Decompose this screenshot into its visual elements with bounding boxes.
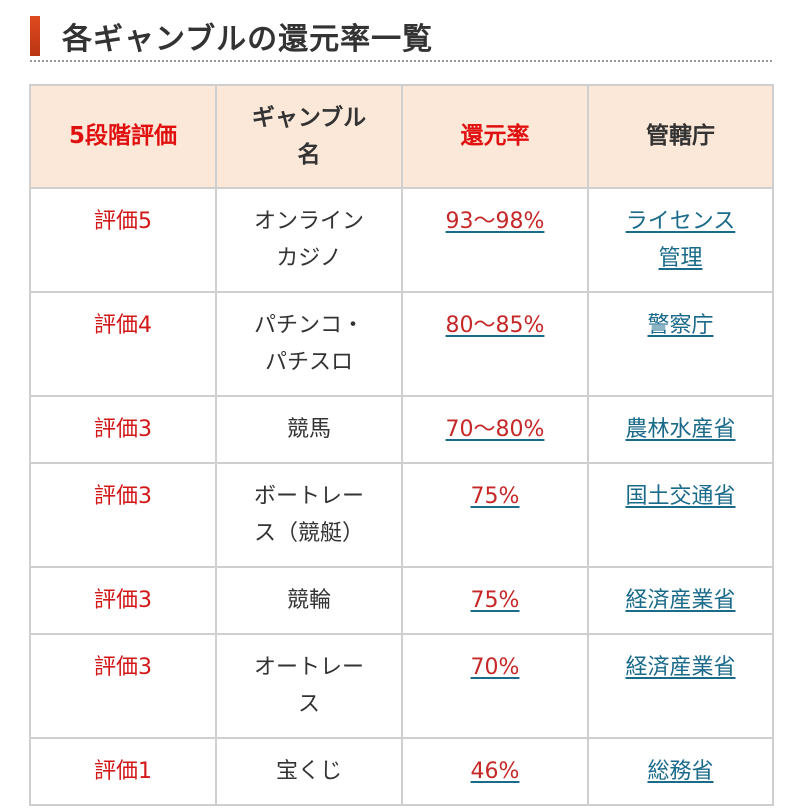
agency-cell: 国土交通省 <box>587 462 774 568</box>
gamble-name-cell: 競輪 <box>215 566 403 635</box>
rating-cell: 評価3 <box>29 633 217 739</box>
return-rate-cell: 93〜98% <box>401 187 589 293</box>
return-rate-link[interactable]: 75% <box>470 484 520 509</box>
gamble-name-cell: パチンコ・パチスロ <box>215 291 403 397</box>
rating-cell: 評価3 <box>29 395 217 464</box>
rating-cell: 評価1 <box>29 737 217 806</box>
table-row: 評価3 オートレース 70% 経済産業省 <box>29 633 774 739</box>
return-rate-link[interactable]: 93〜98% <box>445 209 545 234</box>
return-rate-cell: 80〜85% <box>401 291 589 397</box>
gamble-name: ボートレース（競艇） <box>253 484 364 546</box>
return-rate-table: 5段階評価 ギャンブル名 還元率 管轄庁 評価5 オンラインカジノ 93〜98%… <box>29 84 774 806</box>
heading-accent-bar <box>30 16 40 56</box>
rating-cell: 評価3 <box>29 566 217 635</box>
table-row: 評価1 宝くじ 46% 総務省 <box>29 737 774 806</box>
return-rate-link[interactable]: 70〜80% <box>445 417 545 442</box>
gamble-name: パチンコ・パチスロ <box>253 313 364 375</box>
gamble-name: オンラインカジノ <box>253 209 364 271</box>
return-rate-link[interactable]: 46% <box>470 759 520 784</box>
gamble-name-cell: オートレース <box>215 633 403 739</box>
return-rate-link[interactable]: 80〜85% <box>445 313 545 338</box>
gamble-name-cell: ボートレース（競艇） <box>215 462 403 568</box>
return-rate-cell: 75% <box>401 566 589 635</box>
return-rate-cell: 46% <box>401 737 589 806</box>
rating-cell: 評価4 <box>29 291 217 397</box>
gamble-name: 競馬 <box>286 417 331 442</box>
gamble-name-cell: オンラインカジノ <box>215 187 403 293</box>
table-header-row: 5段階評価 ギャンブル名 還元率 管轄庁 <box>29 84 774 189</box>
gamble-name: 宝くじ <box>275 759 342 784</box>
return-rate-cell: 70% <box>401 633 589 739</box>
return-rate-link[interactable]: 70% <box>470 655 520 680</box>
gamble-name-cell: 宝くじ <box>215 737 403 806</box>
rating-cell: 評価5 <box>29 187 217 293</box>
agency-link[interactable]: 国土交通省 <box>625 484 736 509</box>
agency-link[interactable]: 経済産業省 <box>625 655 736 680</box>
agency-link[interactable]: 農林水産省 <box>625 417 736 442</box>
gamble-name-cell: 競馬 <box>215 395 403 464</box>
agency-cell: 経済産業省 <box>587 566 774 635</box>
agency-link[interactable]: ライセンス管理 <box>625 209 736 271</box>
agency-link[interactable]: 総務省 <box>647 759 714 784</box>
table-row: 評価3 ボートレース（競艇） 75% 国土交通省 <box>29 462 774 568</box>
agency-link[interactable]: 経済産業省 <box>625 588 736 613</box>
agency-cell: 農林水産省 <box>587 395 774 464</box>
rating-cell: 評価3 <box>29 462 217 568</box>
return-rate-cell: 70〜80% <box>401 395 589 464</box>
column-header-return-rate: 還元率 <box>401 84 589 189</box>
agency-link[interactable]: 警察庁 <box>647 313 714 338</box>
page-title: 各ギャンブルの還元率一覧 <box>62 22 434 57</box>
gamble-name: 競輪 <box>286 588 331 613</box>
agency-cell: 警察庁 <box>587 291 774 397</box>
section-heading: 各ギャンブルの還元率一覧 <box>30 12 772 62</box>
column-header-gamble-name: ギャンブル名 <box>215 84 403 189</box>
agency-cell: ライセンス管理 <box>587 187 774 293</box>
table-row: 評価3 競馬 70〜80% 農林水産省 <box>29 395 774 464</box>
table-row: 評価4 パチンコ・パチスロ 80〜85% 警察庁 <box>29 291 774 397</box>
gamble-name: オートレース <box>253 655 364 717</box>
return-rate-link[interactable]: 75% <box>470 588 520 613</box>
table-row: 評価5 オンラインカジノ 93〜98% ライセンス管理 <box>29 187 774 293</box>
agency-cell: 総務省 <box>587 737 774 806</box>
return-rate-cell: 75% <box>401 462 589 568</box>
column-header-agency: 管轄庁 <box>587 84 774 189</box>
column-header-rating: 5段階評価 <box>29 84 217 189</box>
table-row: 評価3 競輪 75% 経済産業省 <box>29 566 774 635</box>
agency-cell: 経済産業省 <box>587 633 774 739</box>
